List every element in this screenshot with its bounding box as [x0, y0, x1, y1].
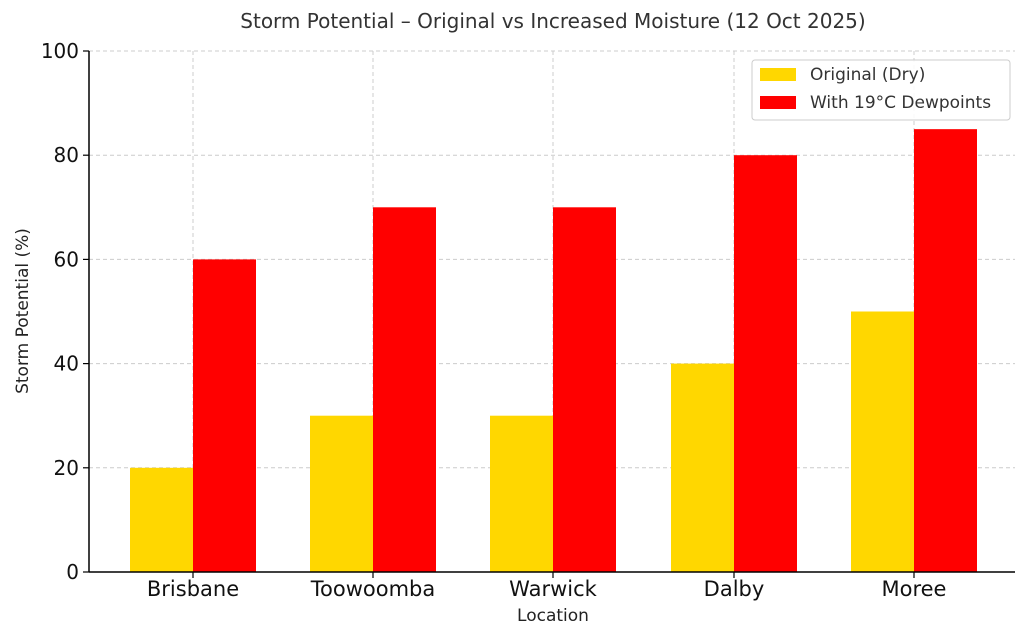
x-axis-label: Location: [517, 606, 589, 626]
bar-original-brisbane: [130, 467, 193, 572]
y-tick-label: 0: [66, 560, 79, 584]
y-tick-label: 100: [41, 39, 79, 63]
y-tick-label: 40: [54, 352, 79, 376]
axes: [88, 51, 1015, 573]
x-tick-label: Dalby: [704, 577, 765, 601]
legend: Original (Dry) With 19°C Dewpoints: [751, 59, 1011, 121]
bar-dewpoints-toowoomba: [373, 207, 436, 573]
bar-dewpoints-warwick: [553, 207, 616, 573]
y-tick-label: 20: [54, 456, 79, 480]
x-tick-label: Moree: [882, 577, 947, 601]
bar-dewpoints-brisbane: [193, 259, 256, 572]
x-tick-label: Warwick: [509, 577, 597, 601]
bars: [130, 129, 977, 573]
x-tick-label: Brisbane: [147, 577, 239, 601]
chart-title: Storm Potential – Original vs Increased …: [240, 9, 865, 33]
legend-box: [751, 59, 1011, 121]
y-tick-label: 80: [54, 143, 79, 167]
bar-dewpoints-dalby: [734, 155, 797, 572]
bar-original-warwick: [490, 415, 553, 572]
bar-original-toowoomba: [310, 415, 373, 572]
legend-swatch-dewpoints: [760, 96, 796, 109]
bar-dewpoints-moree: [914, 129, 977, 572]
legend-label-dewpoints: With 19°C Dewpoints: [810, 93, 991, 113]
ticks: 0 20 40 60 80 100 Brisbane Toowoomba Warwick Dalb…: [41, 39, 947, 601]
y-axis-label: Storm Potential (%): [13, 228, 33, 394]
bar-original-moree: [851, 311, 914, 572]
x-tick-label: Toowoomba: [310, 577, 435, 601]
bar-original-dalby: [671, 363, 734, 572]
legend-swatch-original: [760, 68, 796, 81]
y-tick-label: 60: [54, 247, 79, 271]
legend-label-original: Original (Dry): [810, 65, 925, 85]
